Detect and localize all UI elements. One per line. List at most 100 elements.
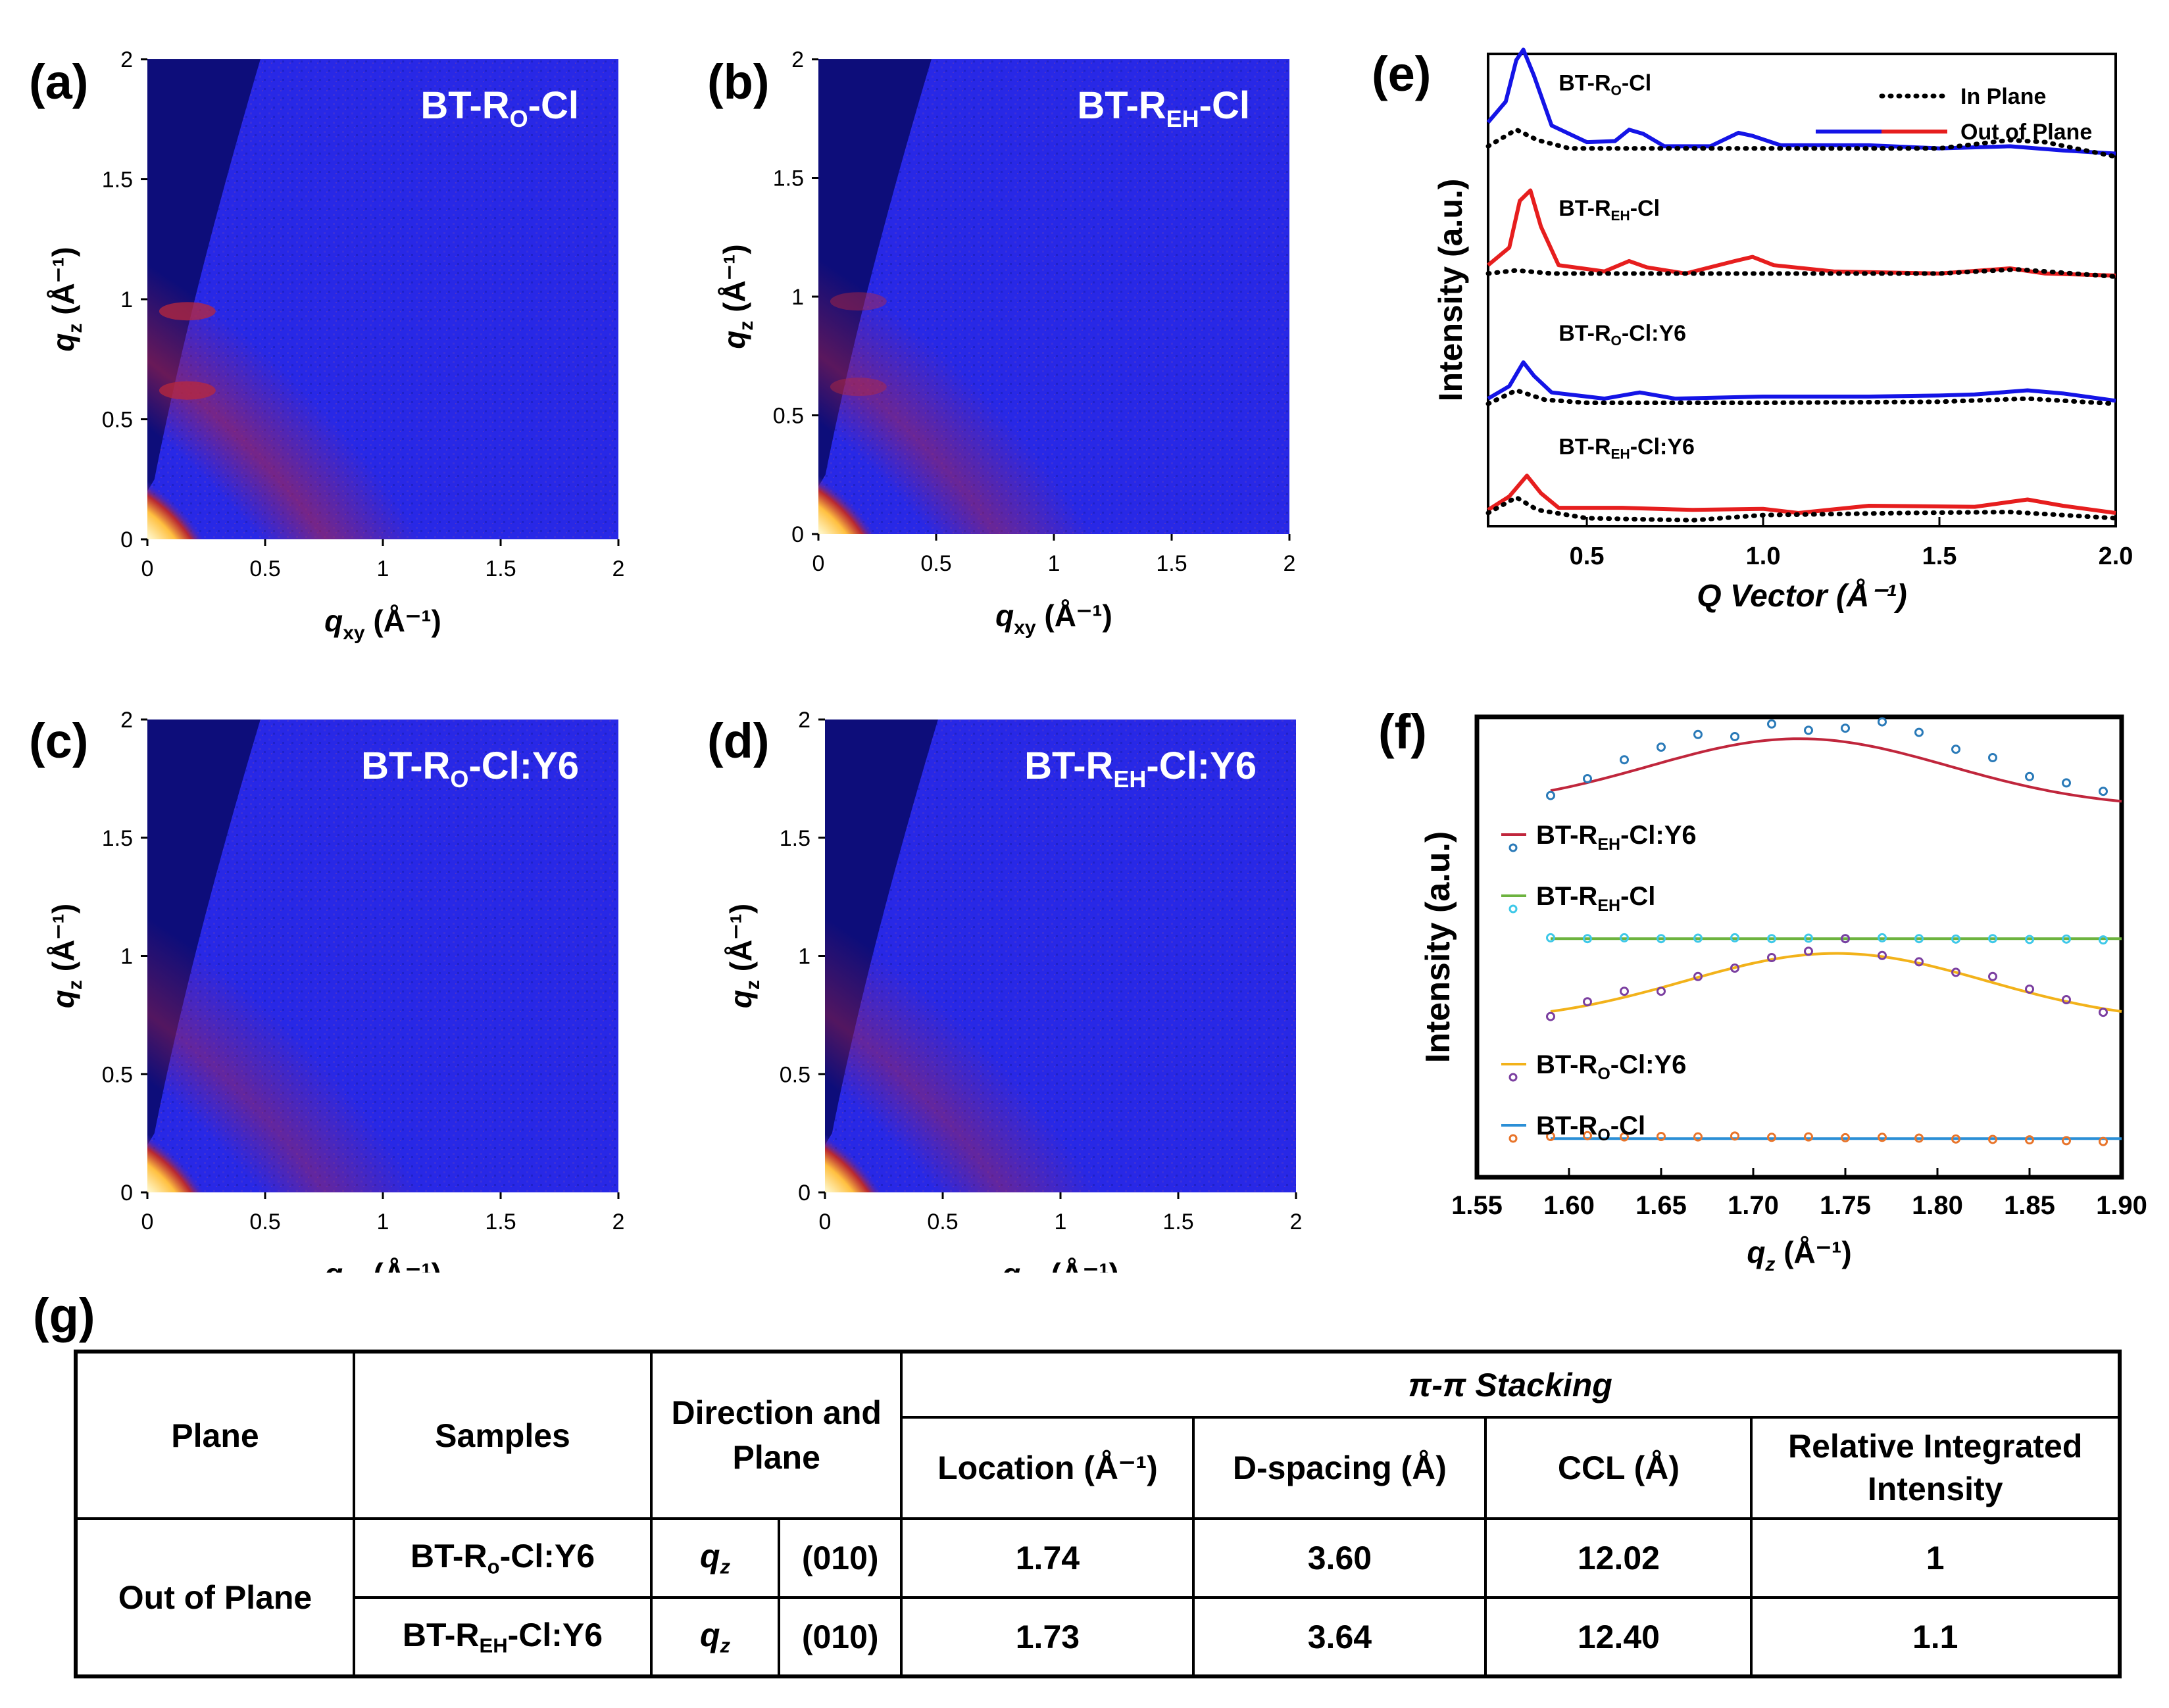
data-point bbox=[1620, 1132, 1629, 1142]
in-plane-curve bbox=[1485, 127, 2118, 159]
sample-main: BT-R bbox=[402, 1616, 480, 1653]
heatmap-image bbox=[818, 59, 1289, 534]
header-direction: Direction and Plane bbox=[649, 1350, 903, 1520]
data-point bbox=[1951, 744, 1960, 754]
data-point bbox=[1620, 933, 1629, 942]
data-point bbox=[1657, 987, 1666, 996]
legend-label-sub: O bbox=[1597, 1065, 1610, 1083]
x-axis-label: qz (Å⁻¹) bbox=[1747, 1235, 1851, 1273]
x-axis-label-main: q bbox=[324, 604, 343, 638]
data-point bbox=[1693, 729, 1703, 739]
sample-label-suffix: -Cl:Y6 bbox=[468, 744, 579, 787]
amorphous-halo-ring bbox=[818, 87, 1266, 534]
data-point bbox=[1804, 933, 1813, 943]
y-tick-label: 1.5 bbox=[780, 826, 810, 851]
x-tick-label: 1 bbox=[377, 1209, 389, 1234]
direction-sub: z bbox=[720, 1555, 731, 1578]
data-point bbox=[1583, 997, 1592, 1007]
panel-label-d: (d) bbox=[707, 714, 770, 768]
sample-sub: o bbox=[487, 1555, 500, 1578]
data-point bbox=[1988, 753, 1997, 762]
sample-label-main: BT-R bbox=[420, 84, 509, 127]
data-point bbox=[1546, 791, 1555, 800]
y-tick-label: 2 bbox=[120, 47, 133, 72]
y-axis-label-main: q bbox=[724, 990, 758, 1008]
legend-label: BT-REH-Cl bbox=[1536, 882, 1655, 915]
x-tick-label: 1.5 bbox=[485, 556, 516, 581]
y-tick-label: 0.5 bbox=[102, 408, 133, 433]
legend-label-main: BT-R bbox=[1536, 882, 1597, 911]
data-point bbox=[1951, 1134, 1960, 1144]
cell-miller: (010) bbox=[777, 1517, 903, 1599]
data-point bbox=[2062, 934, 2071, 944]
data-point bbox=[2099, 1008, 2108, 1017]
data-point bbox=[1657, 743, 1666, 752]
data-point bbox=[1804, 946, 1813, 956]
heatmap-image bbox=[825, 720, 1296, 1192]
data-point bbox=[2099, 935, 2108, 945]
y-tick-label: 0 bbox=[791, 522, 804, 547]
amorphous-halo-ring bbox=[147, 92, 595, 539]
cell-dspacing: 3.60 bbox=[1192, 1517, 1487, 1599]
legend-label-suffix: -Cl:Y6 bbox=[1610, 1050, 1687, 1079]
curve-label-sub: EH bbox=[1611, 447, 1630, 462]
direction-symbol: q bbox=[699, 1616, 720, 1653]
x-tick-label: 1.55 bbox=[1451, 1191, 1503, 1220]
in-plane-curve bbox=[1485, 267, 2118, 280]
cell-dspacing: 3.64 bbox=[1192, 1596, 1487, 1678]
hot-ring bbox=[147, 1112, 228, 1192]
legend-point-swatch bbox=[1508, 1073, 1518, 1082]
x-axis-label-sub: z bbox=[1764, 1254, 1775, 1273]
scatter-panel-f: 1.55 1.60 1.65 1.70 1.75 1.80 1.85 1.90 qz (Å⁻¹)… bbox=[1378, 704, 2147, 1273]
in-plane-curve bbox=[1485, 495, 2118, 523]
data-point bbox=[1693, 971, 1703, 981]
x-axis-label: qxy (Å⁻¹) bbox=[324, 1257, 441, 1273]
data-point bbox=[1730, 1131, 1739, 1141]
panel-label-a: (a) bbox=[29, 55, 88, 109]
data-point bbox=[1583, 934, 1592, 944]
x-axis-label-unit: (Å⁻¹) bbox=[1043, 1257, 1119, 1273]
curve-label: BT-RO-Cl bbox=[1558, 71, 1651, 99]
curve-label-main: BT-R bbox=[1558, 71, 1610, 96]
cell-miller: (010) bbox=[777, 1596, 903, 1678]
data-point bbox=[1767, 1133, 1776, 1142]
cell-intensity: 1 bbox=[1750, 1517, 2121, 1599]
data-point bbox=[2099, 787, 2108, 796]
table-row: BT-REH-Cl:Y6 qz (010) 1.73 3.64 12.40 1.… bbox=[76, 1596, 2121, 1678]
x-tick-label: 0.5 bbox=[249, 556, 280, 581]
x-tick-label: 0.5 bbox=[920, 551, 951, 576]
data-point bbox=[1988, 934, 1997, 944]
y-axis-label: Intensity (a.u.) bbox=[1419, 831, 1457, 1063]
y-tick-label: 1 bbox=[120, 944, 133, 969]
legend-label: BT-RO-Cl:Y6 bbox=[1536, 1050, 1686, 1083]
header-ccl: CCL (Å) bbox=[1484, 1416, 1753, 1520]
data-point bbox=[1951, 934, 1960, 944]
sample-label-main: BT-R bbox=[1024, 744, 1113, 787]
legend-label-sub: EH bbox=[1597, 835, 1620, 854]
y-axis-label: qz (Å⁻¹) bbox=[46, 904, 86, 1008]
x-tick-label: 1.0 bbox=[1746, 543, 1781, 570]
data-point bbox=[1730, 933, 1739, 942]
cell-direction: qz bbox=[650, 1517, 780, 1599]
hot-ring bbox=[147, 459, 228, 539]
data-point bbox=[1988, 1135, 1997, 1144]
x-tick-label: 0 bbox=[141, 1209, 154, 1234]
x-axis-label: qxy (Å⁻¹) bbox=[1002, 1257, 1119, 1273]
y-tick-label: 0 bbox=[798, 1181, 810, 1206]
y-axis-label-main: q bbox=[46, 333, 80, 352]
data-point bbox=[1841, 723, 1850, 733]
y-axis-label-unit: (Å⁻¹) bbox=[46, 904, 80, 980]
y-axis-label-sub: z bbox=[64, 324, 86, 333]
x-tick-label: 0 bbox=[812, 551, 825, 576]
legend-out-of-plane-label: Out of Plane bbox=[1960, 120, 2092, 145]
curve-label-main: BT-R bbox=[1558, 196, 1610, 221]
header-pi-stacking: π-π Stacking bbox=[900, 1350, 2121, 1419]
header-plane: Plane bbox=[74, 1350, 355, 1520]
x-tick-label: 2 bbox=[612, 1209, 625, 1234]
x-axis-label: qxy (Å⁻¹) bbox=[995, 598, 1112, 639]
x-axis-label-unit: (Å⁻¹) bbox=[1775, 1235, 1851, 1269]
sample-label: BT-REH-Cl bbox=[1077, 84, 1250, 132]
legend-label-suffix: -Cl bbox=[1610, 1111, 1645, 1140]
legend-point-swatch bbox=[1508, 1134, 1518, 1143]
